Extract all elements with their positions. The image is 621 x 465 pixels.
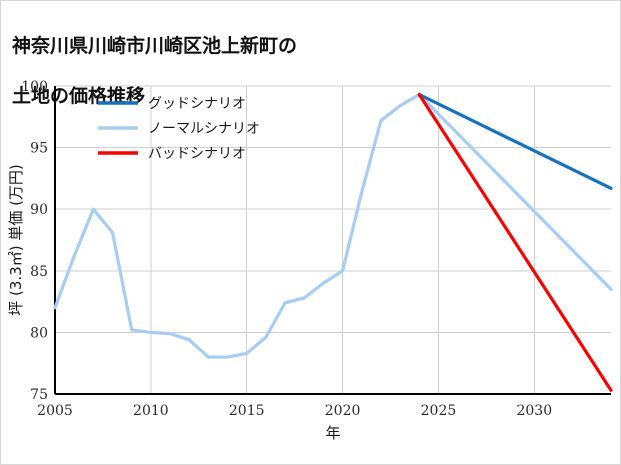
legend-label-1[interactable]: ノーマルシナリオ <box>148 121 260 137</box>
y-tick-label-85: 85 <box>30 264 48 280</box>
axis-lines <box>53 86 611 396</box>
y-tick-label-75: 75 <box>30 387 48 403</box>
y-tick-label-90: 90 <box>30 202 48 218</box>
y-tick-label-95: 95 <box>30 141 48 157</box>
y-tick-label-80: 80 <box>30 325 48 341</box>
x-tick-label-2025: 2025 <box>421 403 457 419</box>
legend-label-2[interactable]: バッドシナリオ <box>148 146 246 162</box>
x-tick-label-2010: 2010 <box>133 403 169 419</box>
x-axis-tick-labels: 2005 2010 2015 2020 2025 2030 <box>37 403 552 419</box>
horizontal-gridlines <box>55 85 611 395</box>
series-line-good <box>417 93 613 190</box>
series-line-normal <box>53 93 613 359</box>
x-tick-label-2005: 2005 <box>37 403 73 419</box>
x-axis-title: 年 <box>325 424 340 442</box>
y-axis-title: 坪 (3.3㎡) 単価 (万円) <box>7 164 25 316</box>
legend-label-0[interactable]: グッドシナリオ <box>148 96 246 112</box>
y-tick-label-100: 100 <box>21 79 48 95</box>
x-tick-label-2030: 2030 <box>516 403 552 419</box>
vertical-gridlines <box>54 86 535 394</box>
series-line-bad <box>417 93 613 392</box>
data-series-group <box>53 93 613 392</box>
x-tick-label-2020: 2020 <box>325 403 361 419</box>
chart-title-line-1: 神奈川県川崎市川崎区池上新町の <box>12 35 298 57</box>
x-tick-label-2015: 2015 <box>229 403 265 419</box>
y-axis-tick-labels: 75 80 85 90 95 100 <box>21 79 48 403</box>
